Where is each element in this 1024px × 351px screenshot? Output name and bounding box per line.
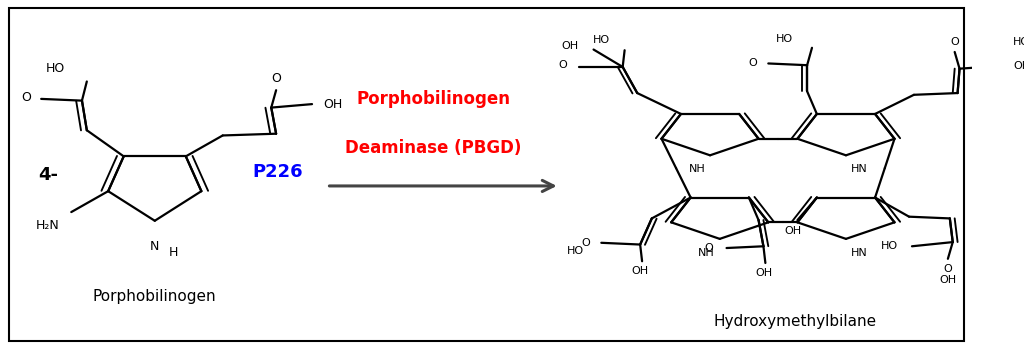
Text: HO: HO — [566, 246, 584, 256]
Text: OH: OH — [755, 268, 772, 278]
Text: HO: HO — [775, 34, 793, 44]
Text: Deaminase (PBGD): Deaminase (PBGD) — [345, 139, 521, 157]
Text: N: N — [151, 240, 160, 253]
Text: O: O — [581, 238, 590, 248]
Text: O: O — [943, 264, 952, 274]
Text: OH: OH — [1013, 61, 1024, 71]
Text: O: O — [559, 60, 567, 70]
Text: HO: HO — [46, 62, 66, 75]
Text: HO: HO — [882, 241, 898, 251]
Text: 4-: 4- — [38, 166, 58, 185]
Text: NH: NH — [698, 247, 715, 258]
Text: H: H — [168, 246, 178, 259]
Text: Porphobilinogen: Porphobilinogen — [93, 289, 217, 304]
Text: OH: OH — [939, 275, 956, 285]
Text: O: O — [22, 91, 32, 104]
Text: P226: P226 — [253, 163, 303, 181]
Text: Hydroxymethylbilane: Hydroxymethylbilane — [714, 314, 877, 329]
Text: H₂N: H₂N — [36, 219, 59, 232]
Text: OH: OH — [784, 226, 801, 237]
Text: OH: OH — [562, 41, 579, 51]
Text: O: O — [705, 243, 713, 253]
Text: O: O — [950, 37, 959, 47]
Text: O: O — [748, 59, 757, 68]
Text: HN: HN — [851, 247, 867, 258]
FancyBboxPatch shape — [9, 8, 965, 341]
Text: OH: OH — [324, 98, 343, 111]
Text: HO: HO — [1013, 37, 1024, 47]
Text: O: O — [271, 72, 281, 85]
Text: HO: HO — [593, 35, 610, 45]
Text: NH: NH — [688, 164, 706, 174]
Text: HN: HN — [851, 164, 867, 174]
Text: Porphobilinogen: Porphobilinogen — [356, 90, 510, 108]
Text: OH: OH — [632, 266, 649, 276]
